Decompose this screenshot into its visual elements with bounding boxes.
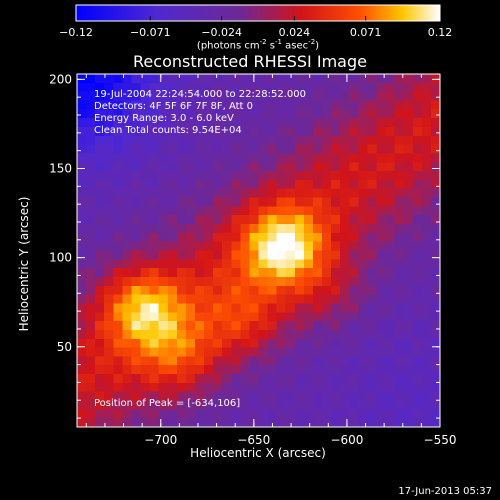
chart-title: Reconstructed RHESSI Image xyxy=(133,52,367,71)
colorbar-frame xyxy=(75,4,441,22)
x-axis: −700 −650 −600 −550 xyxy=(85,74,457,447)
plot-frame xyxy=(76,73,441,428)
colorbar-tick-label: 0.071 xyxy=(350,26,382,39)
annotation-detectors: Detectors: 4F 5F 6F 7F 8F, Att 0 xyxy=(94,101,254,112)
colorbar-tick-label: −0.024 xyxy=(201,26,242,39)
colorbar-tick-label: 0.024 xyxy=(279,26,311,39)
annotation-time: 19-Jul-2004 22:24:54.000 to 22:28:52.000 xyxy=(94,89,306,100)
colorbar-tick-label: −0.12 xyxy=(59,26,93,39)
y-tick-label: 50 xyxy=(57,340,72,354)
y-tick-label: 200 xyxy=(49,72,72,86)
heatmap-pixels xyxy=(77,74,440,427)
annotation-peak: Position of Peak = [-634,106] xyxy=(94,398,241,409)
colorbar-tick-label: 0.12 xyxy=(428,26,453,39)
colorbar-tick-label: −0.071 xyxy=(130,26,171,39)
x-tick-label: −650 xyxy=(237,433,270,447)
timestamp: 17-Jun-2013 05:37 xyxy=(398,486,492,497)
x-tick-label: −550 xyxy=(424,433,457,447)
annotation-energy: Energy Range: 3.0 - 6.0 keV xyxy=(94,113,234,124)
y-tick-label: 150 xyxy=(49,161,72,175)
x-tick-label: −600 xyxy=(330,433,363,447)
colorbar-axis: −0.12 −0.071 −0.024 0.024 0.071 0.12 xyxy=(59,4,453,39)
heatmap-image-frame xyxy=(77,74,440,427)
colorbar-units: (photons cm-2 s-1 asec-2) xyxy=(196,38,320,52)
annotation-clean: Clean Total counts: 9.54E+04 xyxy=(94,125,242,136)
y-tick-label: 100 xyxy=(49,251,72,265)
y-axis: 50 100 150 200 xyxy=(49,72,440,419)
x-tick-label: −700 xyxy=(144,433,177,447)
x-axis-label: Heliocentric X (arcsec) xyxy=(190,446,326,460)
colorbar-gradient xyxy=(76,5,440,21)
y-axis-label: Heliocentric Y (arcsec) xyxy=(17,196,31,332)
